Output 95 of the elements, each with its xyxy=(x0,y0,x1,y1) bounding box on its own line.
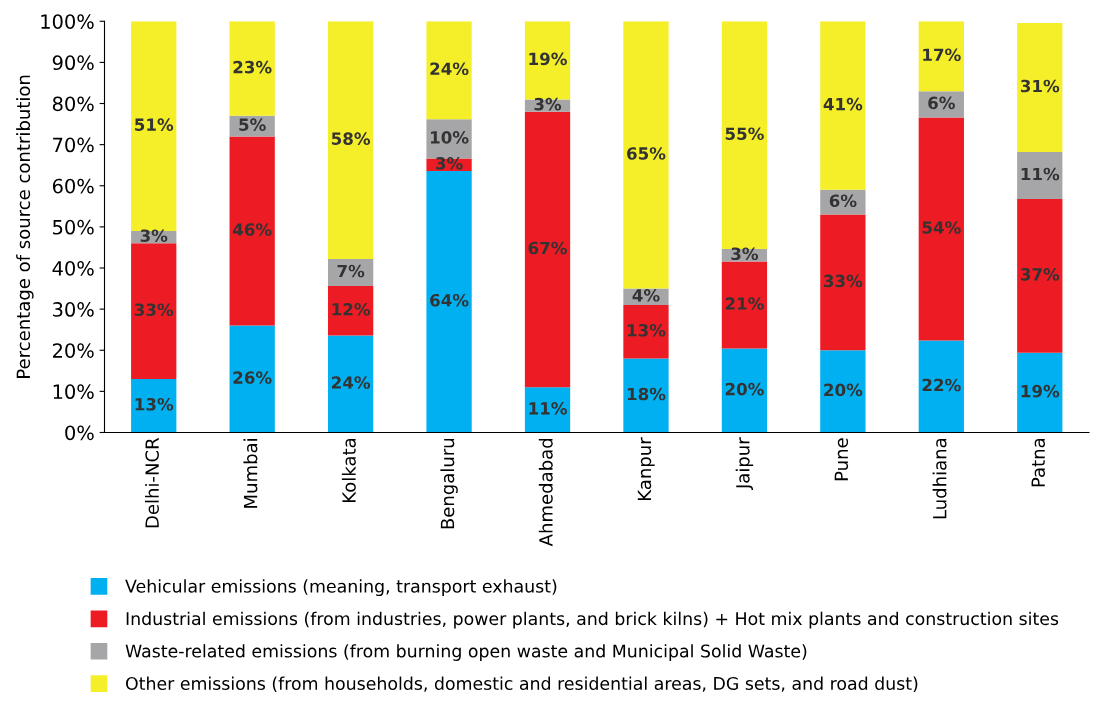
y-tick-label: 10% xyxy=(53,384,94,400)
data-label: 18% xyxy=(627,387,666,401)
data-label: 6% xyxy=(829,194,857,208)
bar xyxy=(1017,352,1063,433)
x-tick-label: Kolkata xyxy=(341,438,356,502)
bar xyxy=(1017,152,1063,199)
data-label: 11% xyxy=(529,402,567,415)
data-label: 33% xyxy=(824,274,863,288)
data-label: 24% xyxy=(332,376,371,389)
data-label: 5% xyxy=(239,118,266,131)
data-label: 3% xyxy=(534,97,562,111)
legend-label: Other emissions (from households, domestic and residential areas, DG sets, and road dust) xyxy=(126,676,918,693)
data-label: 7% xyxy=(337,264,365,278)
y-tick-label: 70% xyxy=(53,137,94,153)
data-label: 13% xyxy=(627,323,666,337)
data-label: 3% xyxy=(731,247,759,261)
bar xyxy=(327,21,374,259)
x-tick-label: Jaipur xyxy=(735,437,754,491)
bar xyxy=(623,21,669,289)
y-tick-label: 80% xyxy=(52,96,94,112)
x-tick-label: Ahmedabad xyxy=(538,439,553,547)
y-tick-label: 40% xyxy=(52,260,94,276)
x-tick-label: Patna xyxy=(1031,438,1046,487)
x-tick-label: Bengaluru xyxy=(440,438,458,529)
bar xyxy=(1017,198,1063,353)
data-label: 54% xyxy=(922,221,961,234)
bar xyxy=(918,340,964,433)
data-label: 6% xyxy=(928,96,955,110)
data-label: 31% xyxy=(1020,79,1060,93)
bar xyxy=(721,348,768,433)
data-label: 22% xyxy=(922,378,961,392)
legend-label: Vehicular emissions (meaning, transport exhaust) xyxy=(125,579,557,597)
bar xyxy=(1017,22,1063,153)
data-label: 17% xyxy=(923,48,961,62)
x-tick-label: Delhi-NCR xyxy=(144,437,159,528)
bar xyxy=(426,21,472,120)
y-tick-label: 20% xyxy=(52,343,94,358)
bar xyxy=(820,350,866,433)
data-label: 26% xyxy=(233,371,272,384)
data-label: 23% xyxy=(233,60,272,74)
bar xyxy=(327,335,374,433)
data-label: 12% xyxy=(332,303,371,316)
bar xyxy=(426,170,472,433)
data-label: 37% xyxy=(1020,268,1060,281)
data-label: 13% xyxy=(135,397,174,411)
bar xyxy=(131,379,177,433)
y-tick-label: 0% xyxy=(65,425,94,441)
data-label: 3% xyxy=(436,157,463,170)
y-tick-label: 50% xyxy=(53,219,94,235)
data-label: 51% xyxy=(135,118,174,131)
y-tick-label: 60% xyxy=(52,178,94,194)
data-label: 11% xyxy=(1021,167,1060,181)
legend-label: Waste-related emissions (from burning open waste and Municipal Solid Waste) xyxy=(125,644,807,661)
bar xyxy=(918,21,964,92)
data-label: 24% xyxy=(430,62,469,76)
x-tick-label: Kanpur xyxy=(637,437,655,500)
data-label: 19% xyxy=(1021,384,1060,398)
bar xyxy=(229,136,275,326)
y-tick-label: 100% xyxy=(41,14,94,29)
bar xyxy=(524,111,571,388)
x-tick-label: Ludhiana xyxy=(932,438,947,519)
data-label: 67% xyxy=(528,241,567,255)
data-label: 46% xyxy=(232,223,272,236)
data-label: 58% xyxy=(331,132,371,145)
data-label: 10% xyxy=(431,131,469,144)
bar xyxy=(820,214,866,351)
data-label: 64% xyxy=(430,293,469,307)
bar xyxy=(131,243,177,380)
bar xyxy=(721,261,768,349)
data-label: 41% xyxy=(823,97,863,111)
bar xyxy=(131,21,177,231)
data-label: 4% xyxy=(632,289,660,302)
bar xyxy=(820,21,866,190)
bar xyxy=(524,387,571,433)
bar xyxy=(426,119,472,159)
bar xyxy=(918,117,964,341)
x-tick-label: Mumbai xyxy=(243,439,258,508)
data-label: 33% xyxy=(134,303,174,317)
bar xyxy=(229,21,275,116)
data-label: 65% xyxy=(627,147,666,160)
legend-label: Industrial emissions (from industries, power plants, and brick kilns) + Hot mix plants and construction sites xyxy=(126,611,1059,629)
y-tick-label: 90% xyxy=(52,55,94,71)
data-label: 55% xyxy=(725,127,764,141)
bar xyxy=(327,286,374,336)
data-label: 20% xyxy=(824,383,863,397)
bar xyxy=(623,305,669,359)
data-label: 3% xyxy=(140,229,168,242)
bar xyxy=(623,358,669,433)
bar xyxy=(229,325,275,433)
x-tick-label: Pune xyxy=(834,438,849,481)
data-label: 19% xyxy=(529,52,567,66)
data-label: 21% xyxy=(725,297,764,310)
y-tick-label: 30% xyxy=(53,302,94,317)
data-label: 20% xyxy=(725,382,764,396)
y-axis-title: Percentage of source contribution xyxy=(16,75,34,378)
